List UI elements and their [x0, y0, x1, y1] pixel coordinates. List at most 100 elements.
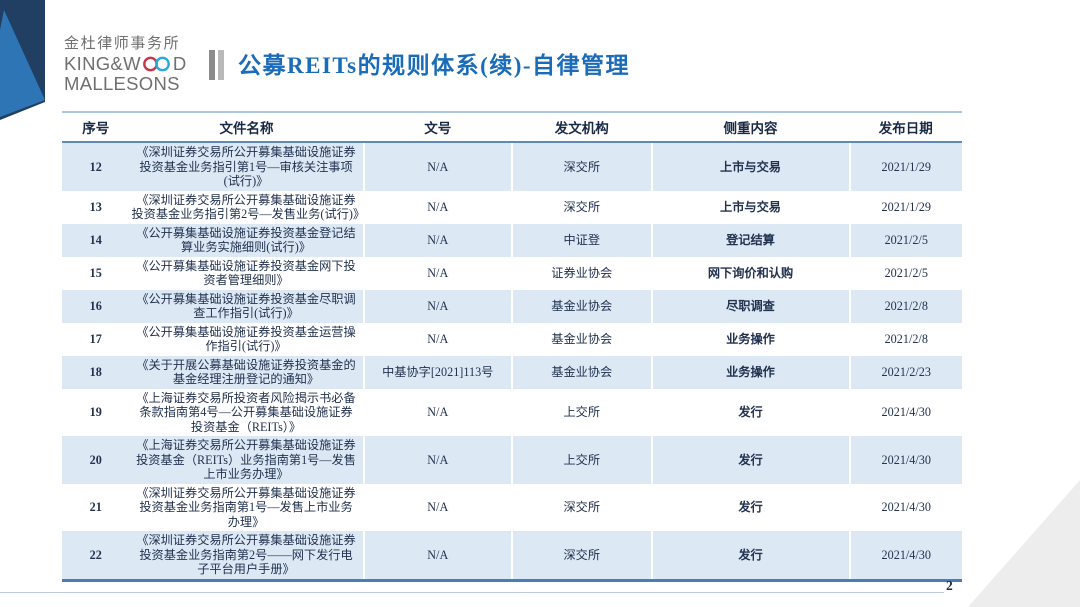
cell-date: 2021/4/30 [848, 483, 962, 531]
cell-agency: 证券业协会 [511, 256, 652, 290]
cell-name: 《深圳证券交易所公开募集基础设施证券 投资基金业务指引第2号—发售业务(试行)》 [131, 192, 366, 222]
table-header-row: 序号 文件名称 文号 发文机构 侧重内容 发布日期 [62, 111, 962, 143]
cell-doc_no: N/A [362, 436, 512, 484]
cell-no: 16 [89, 298, 102, 313]
cell-agency: 深交所 [511, 142, 652, 191]
cell-name: 《深圳证券交易所公开募集基础设施证券 投资基金业务指引第1号—审核关注事项 (试… [136, 145, 356, 188]
cell-no: 20 [89, 452, 102, 467]
cell-focus: 网下询价和认购 [650, 256, 850, 290]
table-row: 15 《公开募集基础设施证券投资基金网下投 资者管理细则》 N/A 证券业协会 网下询价… [62, 256, 962, 290]
corner-decoration-top-left [0, 0, 45, 120]
table-header: 序号 文件名称 文号 发文机构 侧重内容 发布日期 [62, 111, 962, 143]
cell-focus: 业务操作 [650, 322, 850, 356]
cell-focus: 尽职调查 [650, 289, 850, 323]
cell-doc_no: N/A [362, 322, 512, 356]
corner-decoration-bottom-right [968, 480, 1080, 607]
column-header-date: 发布日期 [849, 111, 962, 143]
cell-name: 《公开募集基础设施证券投资基金运营操 作指引(试行)》 [136, 324, 356, 354]
table-row: 20 《上海证券交易所公开募集基础设施证券 投资基金（REITs）业务指南第1号—… [62, 436, 962, 484]
logo-chinese-name: 金杜律师事务所 [64, 35, 181, 52]
logo-english-line2: MALLESONS [64, 72, 180, 94]
cell-focus: 登记结算 [650, 223, 850, 257]
table-body: 12 《深圳证券交易所公开募集基础设施证券 投资基金业务指引第1号—审核关注事项 … [62, 142, 962, 582]
cell-agency: 中证登 [511, 223, 652, 257]
cell-date: 2021/4/30 [848, 436, 962, 484]
cell-agency: 基金业协会 [511, 322, 652, 356]
cell-focus: 发行 [650, 388, 850, 436]
cell-name: 《上海证券交易所投资者风险揭示书必备 条款指南第4号—公开募集基础设施证券 投资… [136, 390, 356, 434]
cell-no: 22 [62, 531, 130, 582]
cell-doc_no: 中基协字[2021]113号 [362, 355, 512, 389]
cell-doc_no: N/A [362, 531, 512, 582]
cell-focus: 发行 [650, 531, 850, 582]
cell-name: 《关于开展公募基础设施证券投资基金的 基金经理注册登记的通知》 [136, 357, 356, 387]
footer-divider [0, 592, 944, 593]
table-row: 22 《深圳证券交易所公开募集基础设施证券 投资基金业务指南第2号——网下发行电 … [62, 531, 962, 582]
cell-date: 2021/2/8 [848, 322, 962, 356]
cell-name: 《上海证券交易所公开募集基础设施证券 投资基金（REITs）业务指南第1号—发售… [136, 438, 356, 481]
cell-doc_no: N/A [362, 142, 512, 191]
page-number: 2 [946, 578, 953, 593]
table-row: 17 《公开募集基础设施证券投资基金运营操 作指引(试行)》 N/A 基金业协会 业务操… [62, 322, 962, 356]
cell-agency: 深交所 [511, 531, 652, 582]
cell-no: 21 [89, 500, 102, 514]
column-header-doc-number: 文号 [363, 111, 512, 143]
title-accent-bar-light [218, 50, 224, 80]
cell-date: 2021/4/30 [848, 388, 962, 436]
cell-doc_no: N/A [362, 256, 512, 290]
cell-doc_no: N/A [362, 483, 512, 531]
cell-name: 《深圳证券交易所公开募集基础设施证券 投资基金业务指南第1号—发售上市业务 办理… [136, 485, 356, 529]
corner-blue-triangle [0, 10, 45, 117]
table-row: 18 《关于开展公募基础设施证券投资基金的 基金经理注册登记的通知》 中基协字[20… [62, 355, 962, 389]
cell-no: 12 [89, 159, 102, 174]
cell-date: 2021/2/5 [848, 256, 962, 290]
cell-no: 15 [89, 265, 102, 280]
cell-doc_no: N/A [362, 223, 512, 257]
cell-date: 2021/4/30 [848, 531, 962, 582]
column-header-no: 序号 [62, 111, 130, 143]
cell-date: 2021/2/5 [848, 223, 962, 257]
cell-agency: 上交所 [511, 436, 652, 484]
cell-agency: 上交所 [511, 388, 652, 436]
column-header-focus: 侧重内容 [651, 111, 850, 143]
cell-date: 2021/1/29 [848, 190, 962, 224]
page-title: 公募REITs的规则体系(续)-自律管理 [238, 53, 631, 78]
table-row: 16 《公开募集基础设施证券投资基金尽职调 查工作指引(试行)》 N/A 基金业协会尽… [62, 289, 962, 323]
table-row: 19 《上海证券交易所投资者风险揭示书必备 条款指南第4号—公开募集基础设施证券 … [62, 388, 962, 436]
cell-name: 《深圳证券交易所公开募集基础设施证券 投资基金业务指南第2号——网下发行电 子平… [129, 531, 364, 582]
logo-english-suffix: D [172, 52, 187, 74]
cell-name: 《公开募集基础设施证券投资基金网下投 资者管理细则》 [136, 258, 356, 288]
cell-no: 18 [89, 364, 102, 379]
logo-english-prefix: KING&W [64, 52, 141, 74]
corner-gray-triangle [968, 480, 1080, 607]
cell-doc_no: N/A [362, 190, 512, 224]
logo-english-line1: KING&W D [64, 52, 187, 74]
cell-no: 13 [89, 199, 102, 214]
cell-date: 2021/1/29 [848, 142, 962, 191]
cell-no: 14 [89, 232, 102, 247]
cell-focus: 上市与交易 [650, 190, 850, 224]
title-accent-bar-dark [209, 50, 215, 80]
cell-agency: 深交所 [511, 190, 652, 224]
title-block: 公募REITs的规则体系(续)-自律管理 [209, 50, 630, 81]
cell-date: 2021/2/23 [848, 355, 962, 389]
kwm-logo: 金杜律师事务所 KING&W D MALLESONS [64, 35, 187, 94]
cell-no: 19 [89, 405, 102, 419]
cell-focus: 上市与交易 [650, 142, 850, 191]
cell-name: 《公开募集基础设施证券投资基金登记结 算业务实施细则(试行)》 [136, 225, 356, 255]
cell-date: 2021/2/8 [848, 289, 962, 323]
cell-agency: 基金业协会 [511, 355, 652, 389]
cell-agency: 深交所 [511, 483, 652, 531]
cell-doc_no: N/A [362, 388, 512, 436]
table-row: 21 《深圳证券交易所公开募集基础设施证券 投资基金业务指南第1号—发售上市业务 … [62, 483, 962, 531]
cell-focus: 发行 [650, 483, 850, 531]
table-row: 13 《深圳证券交易所公开募集基础设施证券 投资基金业务指引第2号—发售业务(试行… [62, 190, 962, 224]
column-header-agency: 发文机构 [512, 111, 652, 143]
regulations-table: 序号 文件名称 文号 发文机构 侧重内容 发布日期 12 《深圳证券交易所公开募集… [62, 111, 962, 582]
wood-rings-icon [142, 56, 170, 71]
table-row: 12 《深圳证券交易所公开募集基础设施证券 投资基金业务指引第1号—审核关注事项 … [62, 142, 962, 191]
cell-focus: 发行 [650, 436, 850, 484]
column-header-doc-name: 文件名称 [129, 111, 364, 143]
cell-agency: 基金业协会 [511, 289, 652, 323]
